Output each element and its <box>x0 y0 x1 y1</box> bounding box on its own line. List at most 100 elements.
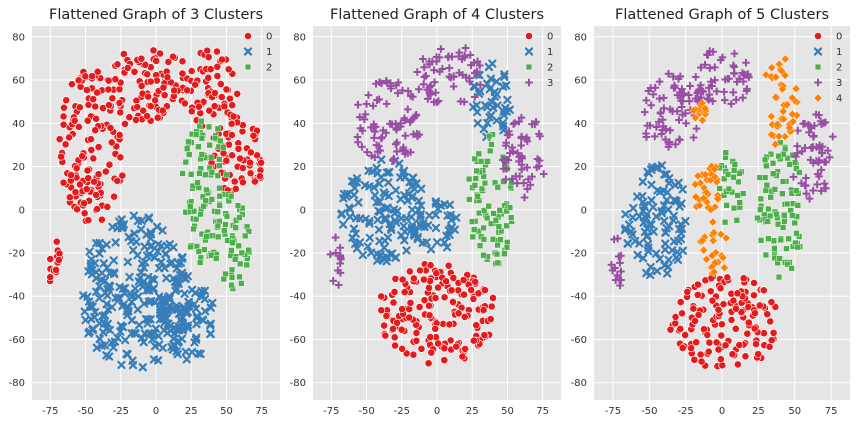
data-point <box>73 205 81 214</box>
data-point <box>253 151 262 160</box>
y-tick-label: 20 <box>293 162 306 173</box>
data-point <box>794 244 801 251</box>
data-point <box>713 194 722 204</box>
data-point <box>791 84 801 93</box>
data-point <box>691 192 701 202</box>
data-point <box>778 107 788 116</box>
data-point <box>775 273 783 281</box>
legend-label: 0 <box>547 32 553 43</box>
data-point <box>196 123 203 130</box>
data-point <box>763 310 772 319</box>
data-point <box>54 256 63 264</box>
data-point <box>349 190 359 200</box>
data-point <box>769 160 777 167</box>
data-point <box>817 149 826 157</box>
data-point <box>331 233 340 242</box>
data-point <box>474 289 483 298</box>
data-point <box>710 63 719 72</box>
data-point <box>669 237 679 246</box>
data-point <box>767 194 774 201</box>
data-point <box>757 195 764 202</box>
data-point <box>643 121 652 130</box>
data-point <box>705 84 713 92</box>
data-point <box>88 72 97 81</box>
data-point <box>75 103 84 112</box>
data-point <box>95 282 104 291</box>
data-point <box>473 67 481 76</box>
data-point <box>169 52 177 61</box>
data-point <box>750 324 759 333</box>
data-point <box>692 124 701 133</box>
data-point <box>509 120 518 128</box>
data-point <box>716 355 725 364</box>
data-point <box>94 170 103 179</box>
data-point <box>756 174 763 181</box>
data-point <box>424 359 433 368</box>
data-point <box>469 102 478 112</box>
data-point <box>388 120 396 129</box>
data-point <box>409 274 418 283</box>
data-point <box>810 121 819 130</box>
data-point <box>480 252 487 259</box>
data-point <box>650 132 659 141</box>
data-point <box>623 239 632 248</box>
data-point <box>400 173 410 182</box>
y-tick-label: 0 <box>581 205 587 216</box>
data-point <box>185 138 192 145</box>
data-point <box>191 304 201 313</box>
data-point <box>687 344 696 353</box>
data-point <box>166 259 175 269</box>
data-point <box>759 286 768 295</box>
data-point <box>780 132 790 141</box>
data-point <box>714 345 723 354</box>
data-point <box>616 259 624 267</box>
data-point <box>420 63 428 72</box>
data-point <box>381 190 390 199</box>
data-point <box>121 120 129 128</box>
data-point <box>178 252 187 262</box>
data-point <box>228 266 236 273</box>
data-point <box>104 76 113 85</box>
data-point <box>192 313 202 323</box>
data-point <box>770 170 777 177</box>
y-tick-label: 40 <box>293 119 306 130</box>
data-point <box>693 171 703 181</box>
data-point <box>533 155 542 163</box>
data-point <box>783 245 790 252</box>
data-point <box>81 315 90 325</box>
data-point <box>416 201 426 210</box>
data-point <box>91 126 100 135</box>
data-point <box>503 208 510 215</box>
data-point <box>727 316 736 324</box>
data-point <box>217 137 224 145</box>
data-point <box>691 94 700 103</box>
data-point <box>108 94 117 103</box>
data-point <box>517 113 526 122</box>
data-point <box>696 81 705 90</box>
y-tick-label: -60 <box>290 335 306 346</box>
data-point <box>490 210 497 217</box>
data-point <box>228 101 237 110</box>
data-point <box>638 177 647 186</box>
data-point <box>628 230 637 239</box>
data-point <box>382 168 392 177</box>
data-point <box>510 119 519 127</box>
data-point <box>817 187 825 195</box>
legend: 0 1 2 3 4 <box>813 32 842 105</box>
data-point <box>222 156 231 165</box>
data-point <box>162 273 171 283</box>
chart-panel-2: -75 -50 -25 0 25 50 75-80-60-40-20020406080Fla… <box>290 7 561 417</box>
data-point <box>390 288 399 296</box>
data-point <box>111 238 120 247</box>
data-point <box>398 305 407 314</box>
data-point <box>229 239 236 246</box>
data-point <box>788 265 795 272</box>
data-point <box>465 74 474 83</box>
data-point <box>731 167 738 174</box>
data-point <box>480 224 487 232</box>
data-point <box>800 119 809 128</box>
data-point <box>508 214 515 221</box>
data-point <box>664 205 673 214</box>
data-point <box>71 188 80 197</box>
